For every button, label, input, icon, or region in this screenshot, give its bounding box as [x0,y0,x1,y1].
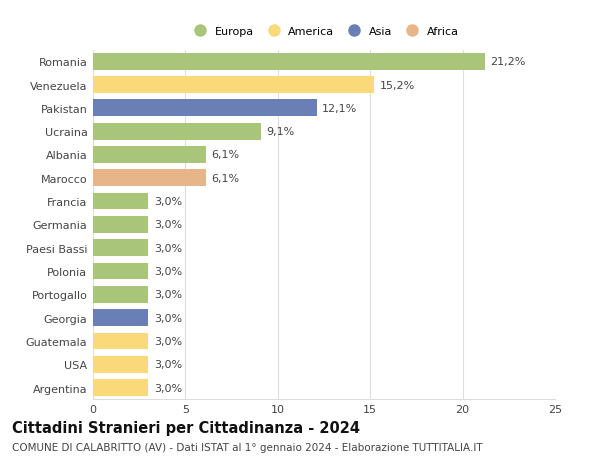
Text: 3,0%: 3,0% [154,243,182,253]
Text: 6,1%: 6,1% [211,150,239,160]
Bar [93,170,206,187]
Text: 3,0%: 3,0% [154,383,182,393]
Bar [93,100,317,117]
Text: 3,0%: 3,0% [154,220,182,230]
Bar [93,123,261,140]
Bar [93,240,148,257]
Bar [93,333,148,350]
Legend: Europa, America, Asia, Africa: Europa, America, Asia, Africa [185,22,463,41]
Text: 3,0%: 3,0% [154,359,182,369]
Bar [93,193,148,210]
Bar [93,54,485,71]
Text: 3,0%: 3,0% [154,313,182,323]
Bar [93,217,148,233]
Bar [93,77,374,94]
Text: 3,0%: 3,0% [154,266,182,276]
Bar [93,286,148,303]
Bar [93,356,148,373]
Text: 15,2%: 15,2% [379,80,415,90]
Text: 3,0%: 3,0% [154,336,182,346]
Bar [93,147,206,163]
Text: COMUNE DI CALABRITTO (AV) - Dati ISTAT al 1° gennaio 2024 - Elaborazione TUTTITA: COMUNE DI CALABRITTO (AV) - Dati ISTAT a… [12,442,482,452]
Text: 3,0%: 3,0% [154,196,182,207]
Bar [93,263,148,280]
Text: 6,1%: 6,1% [211,174,239,184]
Text: 12,1%: 12,1% [322,104,358,114]
Bar [93,379,148,396]
Text: 3,0%: 3,0% [154,290,182,300]
Text: Cittadini Stranieri per Cittadinanza - 2024: Cittadini Stranieri per Cittadinanza - 2… [12,420,360,435]
Bar [93,309,148,326]
Text: 21,2%: 21,2% [490,57,526,67]
Text: 9,1%: 9,1% [267,127,295,137]
